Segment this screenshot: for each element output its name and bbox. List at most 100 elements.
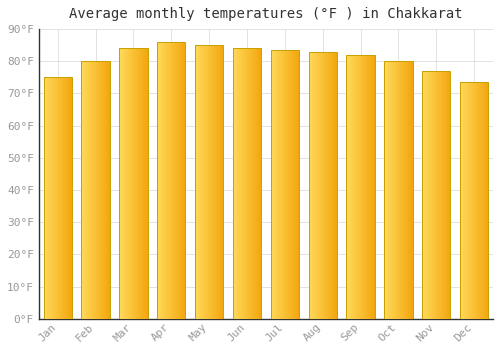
Bar	[331, 51, 332, 319]
Bar	[158, 42, 159, 319]
Bar	[60, 77, 62, 319]
Bar	[46, 77, 47, 319]
Bar	[291, 50, 292, 319]
Bar	[272, 50, 273, 319]
Bar	[398, 61, 399, 319]
Bar	[44, 77, 72, 319]
Bar	[310, 51, 312, 319]
Bar	[82, 61, 83, 319]
Bar	[460, 82, 462, 319]
Bar	[56, 77, 57, 319]
Bar	[44, 77, 45, 319]
Bar	[237, 48, 238, 319]
Bar	[367, 55, 368, 319]
Bar	[484, 82, 485, 319]
Bar	[277, 50, 278, 319]
Bar	[222, 45, 224, 319]
Bar	[308, 51, 309, 319]
Bar	[94, 61, 95, 319]
Bar	[368, 55, 369, 319]
Bar	[182, 42, 184, 319]
Bar	[221, 45, 222, 319]
Bar	[198, 45, 199, 319]
Bar	[475, 82, 476, 319]
Bar	[127, 48, 128, 319]
Bar	[274, 50, 275, 319]
Bar	[482, 82, 484, 319]
Bar	[295, 50, 296, 319]
Bar	[166, 42, 167, 319]
Bar	[132, 48, 134, 319]
Bar	[282, 50, 284, 319]
Bar	[129, 48, 130, 319]
Bar	[219, 45, 220, 319]
Title: Average monthly temperatures (°F ) in Chakkarat: Average monthly temperatures (°F ) in Ch…	[69, 7, 462, 21]
Bar	[195, 45, 196, 319]
Bar	[481, 82, 482, 319]
Bar	[200, 45, 202, 319]
Bar	[169, 42, 170, 319]
Bar	[284, 50, 285, 319]
Bar	[423, 71, 424, 319]
Bar	[296, 50, 297, 319]
Bar	[47, 77, 48, 319]
Bar	[354, 55, 355, 319]
Bar	[57, 77, 58, 319]
Bar	[392, 61, 394, 319]
Bar	[257, 48, 258, 319]
Bar	[448, 71, 449, 319]
Bar	[254, 48, 255, 319]
Bar	[106, 61, 107, 319]
Bar	[399, 61, 400, 319]
Bar	[236, 48, 237, 319]
Bar	[96, 61, 97, 319]
Bar	[120, 48, 122, 319]
Bar	[360, 55, 362, 319]
Bar	[108, 61, 109, 319]
Bar	[330, 51, 331, 319]
Bar	[240, 48, 242, 319]
Bar	[275, 50, 276, 319]
Bar	[349, 55, 350, 319]
Bar	[285, 50, 286, 319]
Bar	[409, 61, 410, 319]
Bar	[422, 71, 423, 319]
Bar	[88, 61, 89, 319]
Bar	[297, 50, 298, 319]
Bar	[216, 45, 217, 319]
Bar	[244, 48, 245, 319]
Bar	[95, 61, 96, 319]
Bar	[366, 55, 367, 319]
Bar	[463, 82, 464, 319]
Bar	[428, 71, 429, 319]
Bar	[122, 48, 123, 319]
Bar	[390, 61, 392, 319]
Bar	[465, 82, 466, 319]
Bar	[184, 42, 185, 319]
Bar	[486, 82, 487, 319]
Bar	[374, 55, 375, 319]
Bar	[384, 61, 385, 319]
Bar	[355, 55, 356, 319]
Bar	[119, 48, 148, 319]
Bar	[196, 45, 197, 319]
Bar	[159, 42, 160, 319]
Bar	[385, 61, 386, 319]
Bar	[71, 77, 72, 319]
Bar	[425, 71, 426, 319]
Bar	[438, 71, 439, 319]
Bar	[389, 61, 390, 319]
Bar	[468, 82, 469, 319]
Bar	[128, 48, 129, 319]
Bar	[70, 77, 71, 319]
Bar	[487, 82, 488, 319]
Bar	[50, 77, 51, 319]
Bar	[59, 77, 60, 319]
Bar	[324, 51, 325, 319]
Bar	[214, 45, 215, 319]
Bar	[384, 61, 412, 319]
Bar	[123, 48, 124, 319]
Bar	[357, 55, 358, 319]
Bar	[202, 45, 203, 319]
Bar	[358, 55, 359, 319]
